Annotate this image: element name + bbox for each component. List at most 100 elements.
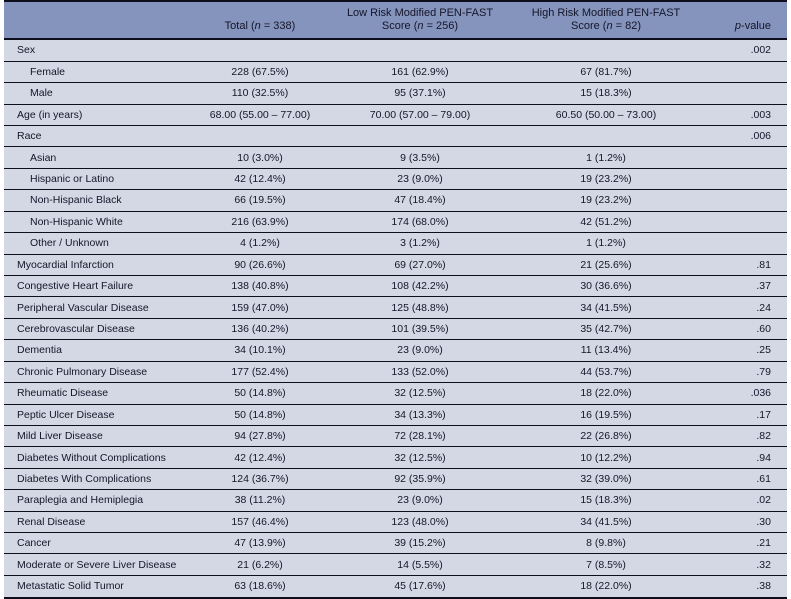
cell-p-value xyxy=(712,146,787,169)
row-label: Rheumatic Disease xyxy=(4,382,180,405)
header-low-risk-line1: Low Risk Modified PEN-FAST xyxy=(346,7,494,19)
cell-low-risk: 161 (62.9%) xyxy=(340,61,500,84)
row-label: Peripheral Vascular Disease xyxy=(4,296,180,319)
cell-total: 4 (1.2%) xyxy=(180,232,340,255)
cell-p-value: .17 xyxy=(712,404,787,426)
cell-high-risk: 44 (53.7%) xyxy=(500,361,712,384)
row-label: Moderate or Severe Liver Disease xyxy=(4,553,180,576)
cell-p-value: .37 xyxy=(712,275,787,298)
cell-p-value: .02 xyxy=(712,489,787,512)
header-cell-label xyxy=(4,1,180,40)
cell-total: 21 (6.2%) xyxy=(180,553,340,576)
row-label: Chronic Pulmonary Disease xyxy=(4,361,180,384)
table-row: Peptic Ulcer Disease 50 (14.8%) 34 (13.3… xyxy=(4,404,787,426)
row-label: Non-Hispanic White xyxy=(4,211,180,234)
table-header: Total (n = 338) Low Risk Modified PEN-FA… xyxy=(4,1,787,40)
row-label: Metastatic Solid Tumor xyxy=(4,575,180,599)
cell-low-risk: 39 (15.2%) xyxy=(340,532,500,555)
cell-high-risk: 60.50 (50.00 – 73.00) xyxy=(500,104,712,127)
cell-high-risk: 1 (1.2%) xyxy=(500,232,712,255)
cell-high-risk: 30 (36.6%) xyxy=(500,275,712,298)
header-p-value-text: p-value xyxy=(734,20,771,32)
cell-total xyxy=(180,39,340,62)
row-label: Diabetes Without Complications xyxy=(4,446,180,469)
table-row: Diabetes With Complications 124 (36.7%) … xyxy=(4,468,787,491)
row-label: Age (in years) xyxy=(4,104,180,127)
cell-total: 38 (11.2%) xyxy=(180,489,340,512)
cell-high-risk: 7 (8.5%) xyxy=(500,553,712,576)
cell-p-value xyxy=(712,168,787,191)
table-row: Other / Unknown 4 (1.2%) 3 (1.2%) 1 (1.2… xyxy=(4,232,787,255)
table-row: Renal Disease 157 (46.4%) 123 (48.0%) 34… xyxy=(4,511,787,534)
table-row: Cancer 47 (13.9%) 39 (15.2%) 8 (9.8%) .2… xyxy=(4,532,787,555)
cell-p-value xyxy=(712,61,787,84)
cell-high-risk: 34 (41.5%) xyxy=(500,511,712,534)
cell-total: 177 (52.4%) xyxy=(180,361,340,384)
cell-low-risk: 108 (42.2%) xyxy=(340,275,500,298)
cell-low-risk: 23 (9.0%) xyxy=(340,168,500,191)
cell-low-risk: 133 (52.0%) xyxy=(340,361,500,384)
cell-p-value: .25 xyxy=(712,339,787,362)
row-label: Diabetes With Complications xyxy=(4,468,180,491)
cell-p-value: .036 xyxy=(712,382,787,405)
table-row: Metastatic Solid Tumor 63 (18.6%) 45 (17… xyxy=(4,575,787,599)
cell-p-value: .30 xyxy=(712,511,787,534)
cell-p-value: .82 xyxy=(712,425,787,448)
header-cell-high-risk: High Risk Modified PEN-FAST Score (n = 8… xyxy=(500,1,712,40)
cell-high-risk: 19 (23.2%) xyxy=(500,189,712,212)
table-body: Sex .002 Female 228 (67.5%) 161 (62.9%) … xyxy=(4,39,787,599)
cell-high-risk: 67 (81.7%) xyxy=(500,61,712,84)
cell-high-risk: 42 (51.2%) xyxy=(500,211,712,234)
cell-high-risk: 8 (9.8%) xyxy=(500,532,712,555)
cell-total xyxy=(180,125,340,148)
header-cell-total: Total (n = 338) xyxy=(180,1,340,40)
cell-low-risk: 23 (9.0%) xyxy=(340,489,500,512)
row-label: Male xyxy=(4,82,180,105)
cell-p-value: .79 xyxy=(712,361,787,384)
table-row: Congestive Heart Failure 138 (40.8%) 108… xyxy=(4,275,787,298)
cell-total: 42 (12.4%) xyxy=(180,446,340,469)
cell-high-risk: 32 (39.0%) xyxy=(500,468,712,491)
row-label: Hispanic or Latino xyxy=(4,168,180,191)
row-label: Dementia xyxy=(4,339,180,362)
table-row: Rheumatic Disease 50 (14.8%) 32 (12.5%) … xyxy=(4,382,787,405)
cell-total: 228 (67.5%) xyxy=(180,61,340,84)
cell-high-risk xyxy=(500,39,712,62)
cell-p-value: .60 xyxy=(712,318,787,341)
cell-low-risk: 92 (35.9%) xyxy=(340,468,500,491)
row-label: Paraplegia and Hemiplegia xyxy=(4,489,180,512)
cell-total: 157 (46.4%) xyxy=(180,511,340,534)
cell-total: 90 (26.6%) xyxy=(180,254,340,276)
cell-low-risk: 174 (68.0%) xyxy=(340,211,500,234)
cell-high-risk: 19 (23.2%) xyxy=(500,168,712,191)
cell-p-value xyxy=(712,82,787,105)
cell-p-value: .61 xyxy=(712,468,787,491)
cell-low-risk xyxy=(340,39,500,62)
cell-p-value xyxy=(712,189,787,212)
row-label: Cancer xyxy=(4,532,180,555)
cell-low-risk: 72 (28.1%) xyxy=(340,425,500,448)
cell-low-risk: 32 (12.5%) xyxy=(340,382,500,405)
row-label: Non-Hispanic Black xyxy=(4,189,180,212)
cell-p-value xyxy=(712,211,787,234)
row-label: Sex xyxy=(4,39,180,62)
cell-low-risk: 123 (48.0%) xyxy=(340,511,500,534)
cell-p-value: .006 xyxy=(712,125,787,148)
row-label: Female xyxy=(4,61,180,84)
table-row: Female 228 (67.5%) 161 (62.9%) 67 (81.7%… xyxy=(4,61,787,84)
cell-low-risk: 70.00 (57.00 – 79.00) xyxy=(340,104,500,127)
row-label: Cerebrovascular Disease xyxy=(4,318,180,341)
cell-low-risk: 9 (3.5%) xyxy=(340,146,500,169)
table-row: Hispanic or Latino 42 (12.4%) 23 (9.0%) … xyxy=(4,168,787,191)
cell-low-risk: 32 (12.5%) xyxy=(340,446,500,469)
table-row: Male 110 (32.5%) 95 (37.1%) 15 (18.3%) xyxy=(4,82,787,105)
cell-total: 138 (40.8%) xyxy=(180,275,340,298)
table-row: Asian 10 (3.0%) 9 (3.5%) 1 (1.2%) xyxy=(4,146,787,169)
cell-total: 47 (13.9%) xyxy=(180,532,340,555)
pen-fast-demographics-table: Total (n = 338) Low Risk Modified PEN-FA… xyxy=(4,0,787,599)
row-label: Race xyxy=(4,125,180,148)
cell-total: 110 (32.5%) xyxy=(180,82,340,105)
cell-total: 216 (63.9%) xyxy=(180,211,340,234)
table-row: Mild Liver Disease 94 (27.8%) 72 (28.1%)… xyxy=(4,425,787,448)
cell-total: 50 (14.8%) xyxy=(180,404,340,426)
